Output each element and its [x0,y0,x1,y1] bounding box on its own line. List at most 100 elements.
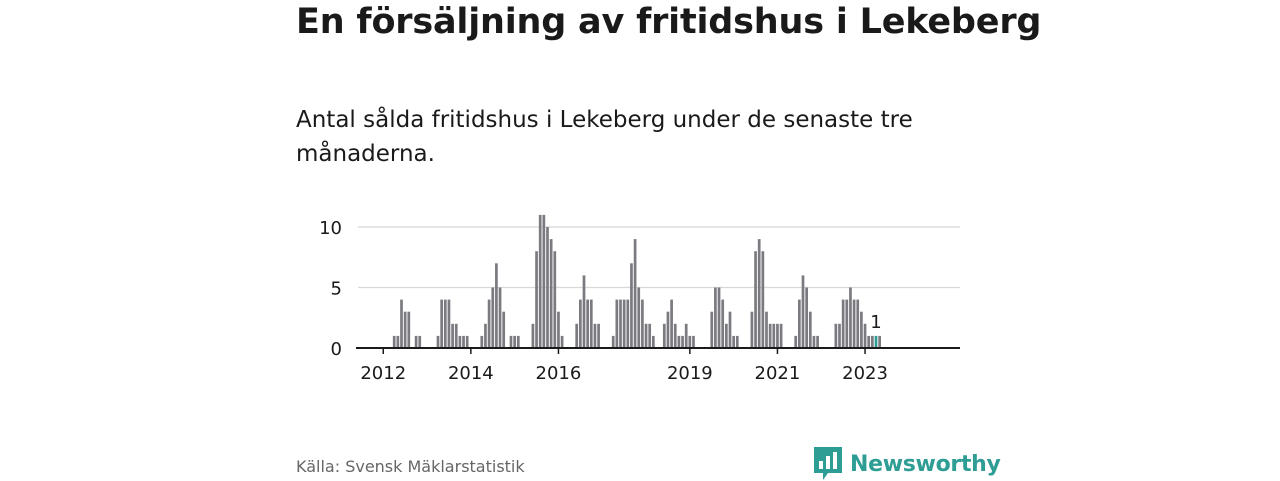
source-note: Källa: Svensk Mäklarstatistik [296,457,525,476]
bar [407,311,411,348]
bar [834,323,838,348]
bar [692,335,695,348]
grid-lines [358,226,960,289]
bar [641,299,644,348]
bar [451,323,454,348]
bar [440,299,443,348]
bar [633,239,637,348]
y-tick-label: 10 [319,218,342,239]
bar [662,323,666,348]
bar [586,299,589,348]
brand-logo[interactable]: Newsworthy [814,447,1001,481]
bar [867,335,871,348]
highlighted-bar [874,335,878,348]
x-tick-label: 2014 [448,363,494,384]
bar [484,323,487,348]
bar [626,299,630,348]
x-tick-label: 2012 [360,363,406,384]
bar [546,227,549,348]
bar [852,299,856,348]
bar [502,311,506,348]
bar [677,335,681,348]
bar [454,323,458,348]
bar [630,263,633,348]
bar [498,287,502,348]
bar [531,323,535,348]
x-tick-label: 2021 [755,363,801,384]
bar [516,335,520,348]
newsworthy-logo-icon [814,447,842,480]
bar [805,287,808,348]
bar [684,323,688,348]
bar [458,335,462,348]
bar [757,239,761,348]
bar [644,323,648,348]
bar [611,335,615,348]
bar [721,299,725,348]
bar [776,323,779,348]
x-tick-label: 2019 [667,363,713,384]
bar [772,323,776,348]
bar [801,275,805,348]
bar [403,311,407,348]
bar [838,323,841,348]
bar [538,214,542,348]
bar [761,251,765,348]
bar-chart: 0 5 10 2012 2014 2016 2019 2021 2023 1 [319,214,960,384]
bar [779,323,783,348]
bar [436,335,440,348]
bar [798,299,801,348]
bar [732,335,735,348]
bar [509,335,513,348]
bar [666,311,670,348]
bar [465,335,469,348]
bar [841,299,845,348]
chart-title: En försäljning av fritidshus i Lekeberg [296,2,1042,42]
bar [714,287,717,348]
bar [681,335,684,348]
bar [619,299,622,348]
bar [414,335,418,348]
bar [549,239,553,348]
bar [725,323,728,348]
bar [637,287,641,348]
bar [688,335,692,348]
bar [750,311,754,348]
x-tick-label: 2023 [842,363,888,384]
bar [480,335,484,348]
bar [863,323,867,348]
bar [392,335,396,348]
bar [495,263,498,348]
bar [765,311,768,348]
bar [418,335,422,348]
bar [728,311,732,348]
bar [513,335,516,348]
bar [593,323,597,348]
bars [392,214,881,348]
bar [860,311,863,348]
bar [808,311,812,348]
bar [582,275,586,348]
bar [794,335,798,348]
chart-subtitle: Antal sålda fritidshus i Lekeberg under … [296,107,913,167]
bar [447,299,451,348]
bar [535,251,538,348]
bar [622,299,626,348]
bar [878,335,881,348]
highlight-data-label: 1 [870,312,881,333]
bar [816,335,819,348]
bar [553,251,557,348]
bar [557,311,560,348]
bar [856,299,860,348]
bar [597,323,600,348]
bar [648,323,652,348]
bar [615,299,619,348]
x-tick-label: 2016 [536,363,582,384]
bar [754,251,757,348]
bar [849,287,852,348]
bar [575,323,579,348]
bar [871,335,874,348]
bar [542,214,546,348]
bar [579,299,582,348]
bar [400,299,403,348]
